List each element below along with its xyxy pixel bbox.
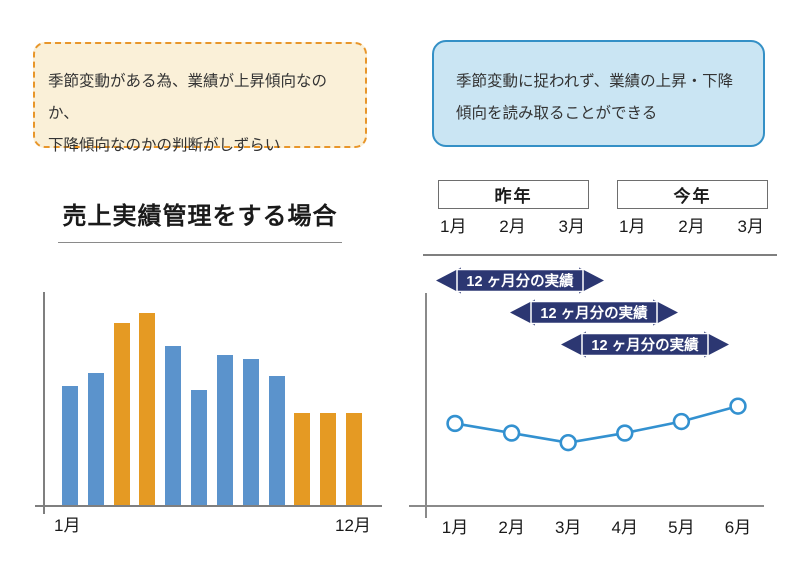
last-year-box: 昨年 xyxy=(438,180,589,209)
this-year-month-2: 2月 xyxy=(678,217,705,236)
arrow-label-box xyxy=(530,300,658,325)
bar-9月 xyxy=(268,376,285,505)
line-chart-x-tick-4月: 4月 xyxy=(611,518,639,537)
data-point-1月 xyxy=(446,414,464,433)
bar-2月 xyxy=(87,372,104,505)
this-year-month-1: 1月 xyxy=(619,217,646,236)
bar-12月 xyxy=(345,412,362,505)
arrow-label: 12 ヶ月分の実績 xyxy=(540,304,648,322)
left-chart-title: 売上実績管理をする場合 xyxy=(58,196,342,243)
arrow-label: 12 ヶ月分の実績 xyxy=(591,336,699,354)
arrow-right-head-icon xyxy=(704,331,729,358)
last-year-month-3: 3月 xyxy=(558,217,585,236)
timeline-divider xyxy=(423,254,777,256)
line-chart-x-tick-1月: 1月 xyxy=(441,518,469,537)
data-point-2月 xyxy=(502,424,521,442)
line-chart-x-tick-3月: 3月 xyxy=(554,518,582,537)
arrow-left-head-icon xyxy=(561,331,586,358)
bar-1月 xyxy=(62,385,78,505)
arrow-label: 12 ヶ月分の実績 xyxy=(466,272,574,290)
arrow-right-head-icon xyxy=(653,299,678,326)
this-year-month-3: 3月 xyxy=(737,217,764,236)
rolling-window-arrow-3: 12 ヶ月分の実績 xyxy=(561,331,729,358)
data-point-6月 xyxy=(729,397,747,415)
bar-8月 xyxy=(242,359,259,505)
bar-11月 xyxy=(320,412,337,505)
solution-callout: 季節変動に捉われず、業績の上昇・下降 傾向を読み取ることができる xyxy=(432,40,765,147)
monthly-sales-bar-chart: 1月 12月 xyxy=(35,290,385,540)
rolling-window-arrow-2: 12 ヶ月分の実績 xyxy=(510,299,678,326)
bar-6月 xyxy=(191,389,208,505)
bar-4月 xyxy=(139,313,156,505)
this-year-box: 今年 xyxy=(617,180,768,209)
bar-chart-y-axis xyxy=(43,292,45,514)
rolling-window-arrow-1: 12 ヶ月分の実績 xyxy=(436,267,604,294)
data-point-5月 xyxy=(672,412,691,431)
problem-callout: 季節変動がある為、業績が上昇傾向なのか、 下降傾向なのかの判断がしずらい xyxy=(33,42,367,154)
solution-callout-line-1: 季節変動に捉われず、業績の上昇・下降 xyxy=(456,73,734,90)
bar-chart-x-tick-dec: 12月 xyxy=(335,516,371,535)
last-year-month-2: 2月 xyxy=(499,217,526,236)
arrow-label-box xyxy=(581,332,709,357)
trend-line xyxy=(454,404,739,444)
bar-3月 xyxy=(113,322,130,505)
arrow-left-head-icon xyxy=(436,267,461,294)
line-chart-month-labels: 1月 2月 3月 4月 5月 6月 xyxy=(438,513,755,538)
data-point-4月 xyxy=(616,424,634,442)
problem-callout-line-1: 季節変動がある為、業績が上昇傾向なのか、 xyxy=(48,73,328,122)
bar-7月 xyxy=(216,355,233,505)
arrow-right-head-icon xyxy=(579,267,604,294)
data-point-3月 xyxy=(559,433,577,452)
arrow-label-box xyxy=(456,268,584,293)
line-chart-x-tick-6月: 6月 xyxy=(724,518,752,537)
last-year-months: 1月 2月 3月 xyxy=(440,212,585,237)
solution-callout-line-2: 傾向を読み取ることができる xyxy=(456,105,658,122)
bar-10月 xyxy=(294,412,311,505)
line-chart-x-tick-2月: 2月 xyxy=(498,518,525,537)
bar-chart-x-axis xyxy=(35,505,382,507)
problem-callout-line-2: 下降傾向なのかの判断がしずらい xyxy=(48,137,281,154)
line-chart-x-tick-5月: 5月 xyxy=(668,518,695,537)
rolling-trend-line-chart xyxy=(409,293,764,518)
arrow-left-head-icon xyxy=(510,299,535,326)
this-year-months: 1月 2月 3月 xyxy=(619,212,764,237)
bar-chart-x-tick-jan: 1月 xyxy=(54,516,81,535)
last-year-month-1: 1月 xyxy=(440,217,467,236)
bar-series xyxy=(62,290,362,505)
bar-5月 xyxy=(165,345,182,505)
